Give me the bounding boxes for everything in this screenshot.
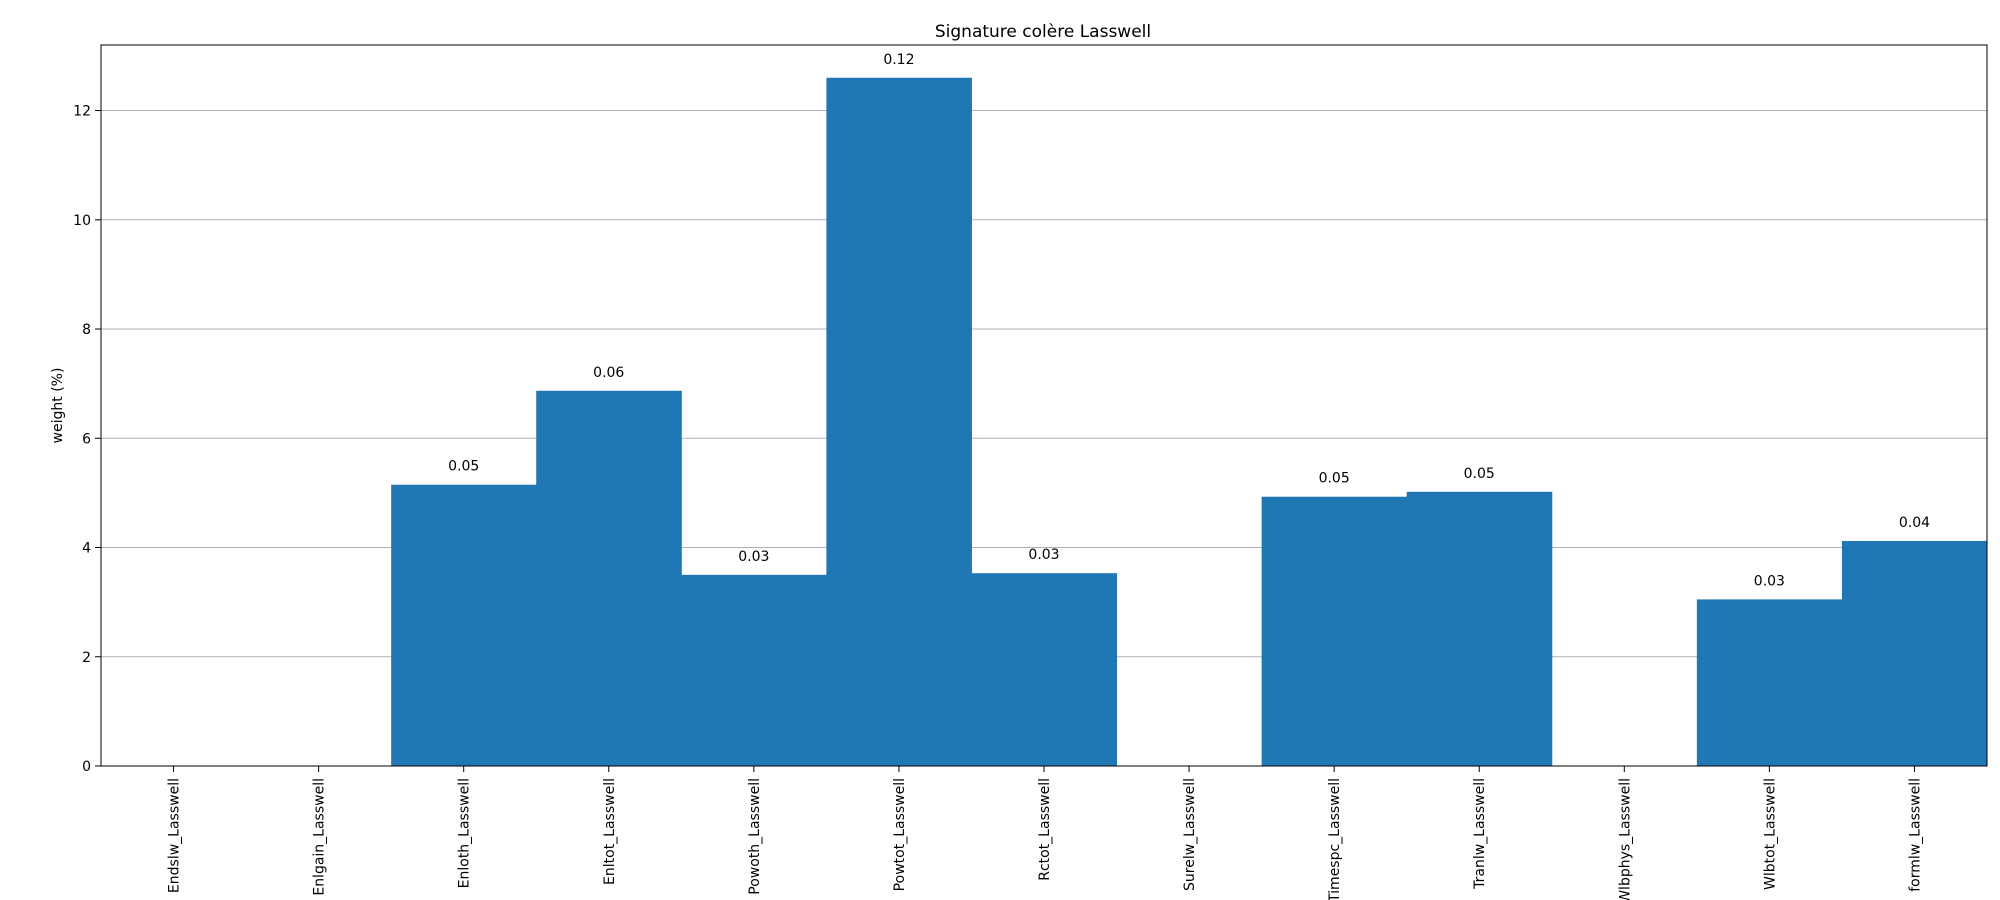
x-axis: Endslw_Lasswell Enlgain_Lasswell Enloth_La… [167,766,1923,900]
x-tick-label: Enloth_Lasswell [457,778,473,888]
y-tick-label: 6 [82,431,91,447]
x-tick-label: Wlbphys_Lasswell [1617,778,1633,900]
x-tick-label: Timespc_Lasswell [1327,778,1343,900]
bar-value-label: 0.03 [738,549,769,565]
y-tick-label: 4 [82,541,91,557]
bar [681,574,827,766]
bar [391,484,537,766]
bar-value-label: 0.06 [593,365,624,381]
y-axis: 0 2 4 6 8 10 12 [73,104,101,775]
bar [826,77,972,767]
y-tick-label: 0 [82,759,91,775]
bar-value-label: 0.03 [1028,547,1059,563]
bar [1696,599,1843,766]
bar [971,573,1118,766]
bar [1406,491,1553,766]
x-tick-label: Surelw_Lasswell [1182,778,1198,891]
y-tick-label: 2 [82,650,91,666]
y-tick-label: 10 [73,213,91,229]
x-tick-label: Tranlw_Lasswell [1472,778,1488,890]
bar-value-label: 0.04 [1899,515,1930,531]
y-axis-label: weight (%) [50,368,66,444]
x-tick-label: Powoth_Lasswell [747,778,763,895]
x-tick-label: Wlbtot_Lasswell [1762,778,1778,890]
x-tick-label: Powtot_Lasswell [892,778,908,891]
x-tick-label: Endslw_Lasswell [167,778,183,893]
bar-value-label: 0.03 [1754,573,1785,589]
y-tick-label: 12 [73,104,91,120]
x-tick-label: Rctot_Lasswell [1037,778,1053,881]
bars [391,77,1988,767]
bar [1261,496,1408,766]
bar-value-label: 0.05 [1464,466,1495,482]
x-tick-label: formlw_Lasswell [1907,778,1923,892]
x-tick-label: Enlgain_Lasswell [312,778,328,896]
bar-value-label: 0.05 [448,459,479,475]
bar-value-label: 0.05 [1319,471,1350,487]
chart-title: Signature colère Lasswell [935,22,1151,42]
bar [1841,540,1988,766]
y-tick-label: 8 [82,322,91,338]
bar-value-label: 0.12 [883,52,914,68]
x-tick-label: Enltot_Lasswell [602,778,618,885]
bar [536,390,682,766]
data-labels: 0.05 0.06 0.03 0.12 0.03 0.05 0.05 0.03 0.04 [448,52,1930,590]
